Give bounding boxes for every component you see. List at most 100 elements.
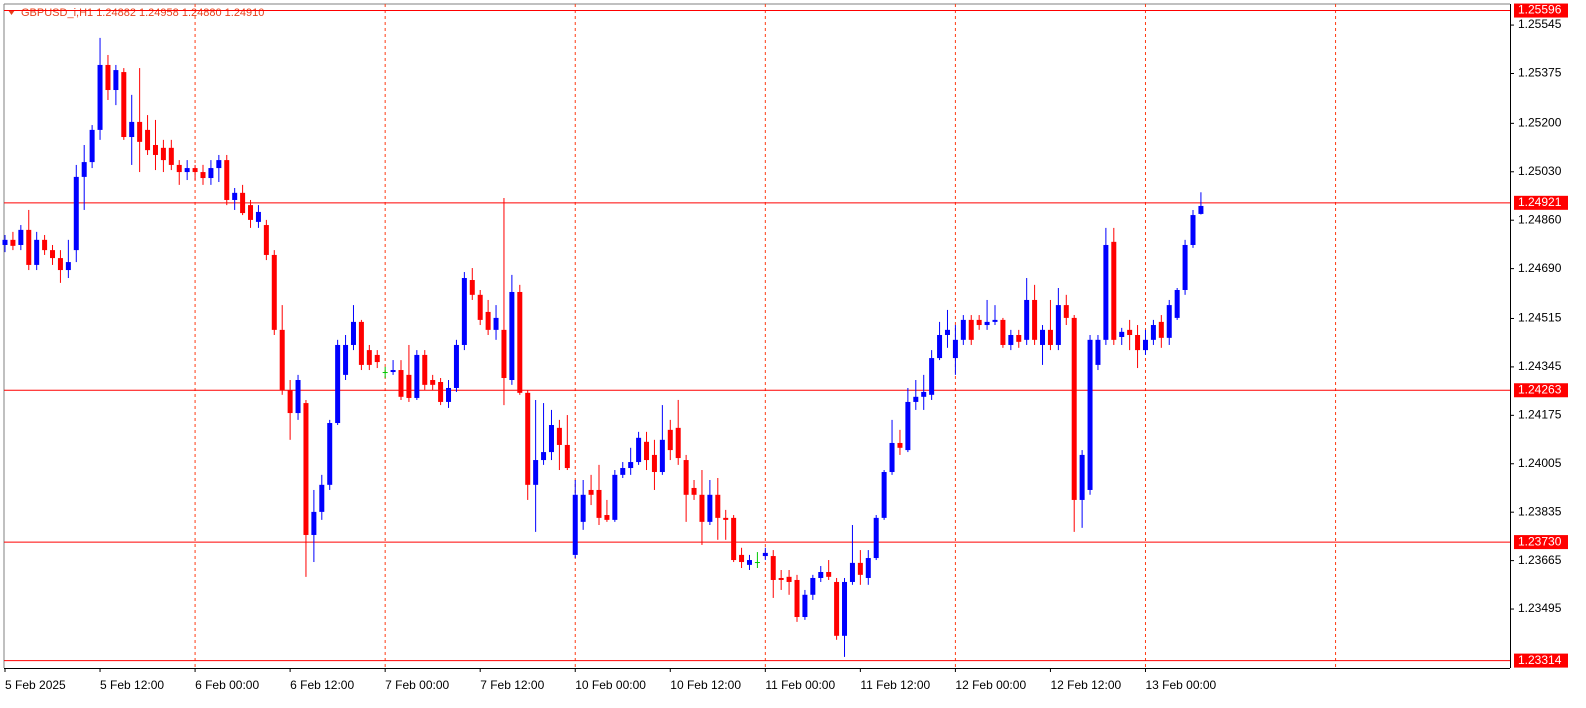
- candle-body: [350, 321, 356, 345]
- x-tick-label: 5 Feb 2025: [5, 678, 66, 692]
- candle-body: [739, 554, 745, 563]
- candle-body: [1111, 241, 1117, 340]
- candle-body: [731, 517, 737, 561]
- candle-body: [73, 176, 79, 251]
- price-level-label: 1.24921: [1518, 195, 1562, 209]
- candle-body: [1024, 299, 1030, 340]
- candle-body: [541, 452, 547, 461]
- candle-body: [746, 560, 752, 565]
- candle-body: [42, 239, 48, 251]
- candle-body: [129, 121, 135, 138]
- candle-body: [786, 576, 792, 582]
- x-tick-label: 10 Feb 00:00: [575, 678, 646, 692]
- x-tick-label: 6 Feb 12:00: [290, 678, 354, 692]
- candle-body: [636, 437, 642, 463]
- y-tick-label: 1.25200: [1518, 116, 1562, 130]
- candle-body: [533, 460, 539, 485]
- candle-body: [1087, 339, 1093, 490]
- candle-body: [628, 462, 634, 469]
- candle-body: [889, 442, 895, 473]
- candle-body: [865, 558, 871, 578]
- candle-body: [723, 517, 729, 520]
- candle-body: [414, 354, 420, 398]
- candle-body: [952, 339, 958, 359]
- candle-body: [145, 129, 151, 151]
- candle-body: [374, 354, 380, 363]
- candle-body: [382, 372, 388, 374]
- candle-body: [430, 380, 436, 385]
- candle-body: [944, 329, 950, 335]
- candle-body: [588, 489, 594, 495]
- candle-body: [248, 205, 254, 220]
- candle-body: [857, 562, 863, 575]
- candle-body: [509, 291, 515, 381]
- candle-body: [390, 370, 396, 373]
- candle-body: [1040, 329, 1046, 345]
- candle-body: [1127, 329, 1133, 335]
- candle-body: [97, 64, 103, 130]
- candle-body: [873, 517, 879, 559]
- x-tick-label: 12 Feb 00:00: [955, 678, 1026, 692]
- candle-body: [929, 358, 935, 395]
- candle-body: [398, 370, 404, 397]
- candle-body: [18, 229, 24, 245]
- candle-body: [1000, 319, 1006, 345]
- candle-body: [343, 344, 349, 375]
- candle-body: [580, 494, 586, 522]
- candle-body: [897, 442, 903, 448]
- x-tick-label: 13 Feb 00:00: [1145, 678, 1216, 692]
- symbol-menu-arrow[interactable]: [8, 10, 15, 15]
- candle-body: [715, 494, 721, 518]
- candle-body: [335, 344, 341, 424]
- candle-body: [1063, 305, 1069, 318]
- candle-body: [311, 511, 317, 535]
- candle-body: [651, 454, 657, 473]
- y-tick-label: 1.23495: [1518, 601, 1562, 615]
- price-level-label: 1.24263: [1518, 382, 1562, 396]
- candle-body: [842, 581, 848, 636]
- x-tick-label: 7 Feb 00:00: [385, 678, 449, 692]
- candle-body: [366, 350, 372, 365]
- candle-body: [303, 403, 309, 535]
- candle-body: [453, 344, 459, 388]
- x-tick-label: 11 Feb 12:00: [860, 678, 930, 692]
- candle-body: [762, 552, 768, 557]
- candle-body: [976, 319, 982, 326]
- candle-body: [1032, 299, 1038, 340]
- candle-body: [160, 147, 166, 161]
- candle-body: [707, 494, 713, 522]
- candle-body: [279, 329, 285, 390]
- candle-body: [834, 581, 840, 636]
- candle-body: [1174, 289, 1180, 318]
- candle-body: [184, 168, 190, 173]
- candle-body: [176, 164, 182, 173]
- price-level-tag: [1514, 3, 1568, 18]
- y-tick-label: 1.23665: [1518, 553, 1562, 567]
- candle-body: [810, 577, 816, 595]
- candle-body: [57, 258, 63, 271]
- candle-body: [461, 278, 467, 345]
- candle-body: [65, 262, 71, 271]
- candle-body: [984, 321, 990, 326]
- x-tick-label: 7 Feb 12:00: [480, 678, 544, 692]
- price-level-tag: [1514, 535, 1568, 550]
- candle-body: [921, 391, 927, 397]
- candle-body: [469, 280, 475, 295]
- y-tick-label: 1.24690: [1518, 261, 1562, 275]
- y-tick-label: 1.25030: [1518, 164, 1562, 178]
- candle-body: [1198, 205, 1204, 214]
- y-tick-label: 1.25375: [1518, 66, 1562, 80]
- candle-body: [240, 192, 246, 214]
- price-level-tag: [1514, 195, 1568, 210]
- candle-body: [1135, 334, 1141, 351]
- candle-body: [968, 319, 974, 340]
- candle-body: [818, 572, 824, 578]
- candle-body: [168, 147, 174, 165]
- candle-body: [208, 168, 214, 179]
- candle-body: [287, 389, 293, 414]
- chart-title: GBPUSD_i,H1 1.24882 1.24958 1.24880 1.24…: [21, 7, 264, 19]
- candle-body: [232, 192, 238, 200]
